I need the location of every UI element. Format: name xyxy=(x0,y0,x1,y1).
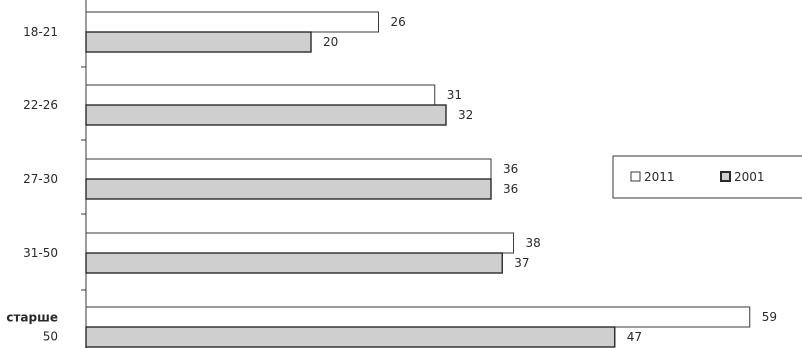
data-label-2001-1: 32 xyxy=(458,108,473,122)
legend-swatch-2001 xyxy=(720,171,731,182)
bar-2001-1 xyxy=(85,104,447,126)
labels-layer: 26 20 18-21 31 32 22-26 36 36 27-30 38 37 31-50 59 47… xyxy=(6,15,777,344)
data-label-2001-4: 47 xyxy=(627,330,642,344)
bar-2011-4 xyxy=(85,306,751,328)
data-label-2001-3: 37 xyxy=(514,256,529,270)
bar-2011-1 xyxy=(85,84,436,106)
category-label-0: 18-21 xyxy=(23,25,58,39)
legend-label-2001: 2001 xyxy=(734,170,765,184)
bar-2001-4 xyxy=(85,326,616,348)
legend: 2011 2001 xyxy=(612,155,802,199)
data-label-2011-0: 26 xyxy=(391,15,406,29)
bar-2001-3 xyxy=(85,252,503,274)
category-label-1: 22-26 xyxy=(23,98,58,112)
category-label-2: 27-30 xyxy=(23,172,58,186)
category-label-3: 31-50 xyxy=(23,246,58,260)
category-label-4-line0: старше xyxy=(6,311,58,325)
axis-layer xyxy=(81,0,87,348)
bar-2011-2 xyxy=(85,158,492,180)
legend-swatch-2011 xyxy=(630,171,641,182)
legend-box xyxy=(612,155,802,199)
category-label-4-line1: 50 xyxy=(43,330,58,344)
data-label-2011-3: 38 xyxy=(526,236,541,250)
bar-2001-2 xyxy=(85,178,492,200)
data-label-2001-2: 36 xyxy=(503,182,518,196)
data-label-2011-1: 31 xyxy=(447,88,462,102)
data-label-2011-2: 36 xyxy=(503,162,518,176)
data-label-2011-4: 59 xyxy=(762,310,777,324)
legend-label-2011: 2011 xyxy=(644,170,675,184)
data-label-2001-0: 20 xyxy=(323,35,338,49)
bar-2001-0 xyxy=(85,31,312,53)
bars-layer xyxy=(85,11,751,348)
bar-2011-3 xyxy=(85,232,514,254)
bar-2011-0 xyxy=(85,11,379,33)
